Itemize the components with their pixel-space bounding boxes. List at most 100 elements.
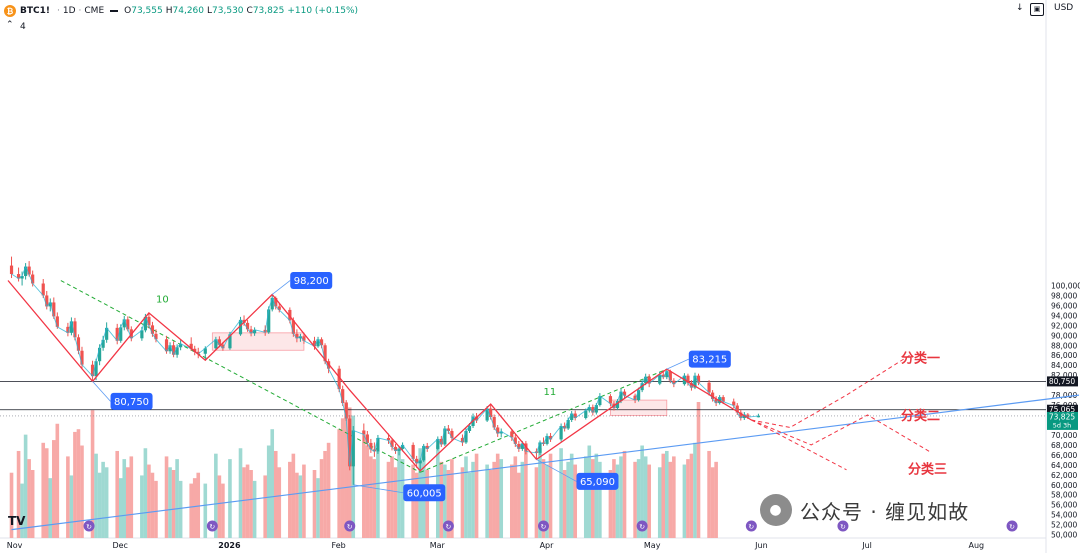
candle-body: [295, 333, 299, 339]
symbol-name[interactable]: BTC1!: [20, 6, 50, 16]
volume-bar: [9, 472, 14, 538]
volume-bar: [661, 453, 666, 538]
event-marker-icon: [83, 520, 95, 532]
candle-body: [400, 444, 405, 449]
volume-bar: [686, 459, 690, 538]
candle-body: [411, 444, 415, 459]
candle-body: [665, 371, 669, 378]
pivot-badge: [576, 472, 619, 490]
volume-bar: [443, 464, 447, 538]
volume-bar: [203, 483, 208, 538]
candle-body: [270, 297, 274, 310]
volume-bar: [129, 456, 134, 538]
candle-body: [584, 410, 588, 419]
pivot-leader: [271, 280, 291, 295]
candle-body: [619, 391, 623, 402]
volume-bar: [221, 483, 225, 538]
volume-bar: [672, 456, 676, 538]
volume-bar: [707, 450, 711, 538]
event-marker-glyph: ↻: [840, 523, 846, 531]
candle-body: [101, 339, 105, 348]
scenario-label: 分类一: [901, 351, 940, 367]
volume-bar: [411, 464, 415, 538]
candle-body: [510, 431, 514, 438]
volume-bar: [171, 470, 176, 538]
high-value: 74,260: [172, 6, 205, 16]
pivot-label: 60,005: [407, 488, 442, 499]
candle-body: [369, 442, 373, 450]
candle-body: [489, 408, 493, 418]
candle-body: [436, 438, 440, 449]
candle-body: [171, 345, 176, 355]
volume-bar: [41, 442, 46, 538]
volume-bar: [249, 470, 253, 538]
x-tick-label: Feb: [332, 541, 346, 550]
candle-body: [393, 446, 398, 451]
wechat-logo-icon: ●: [760, 494, 792, 526]
volume-bar: [665, 450, 669, 538]
candle-body: [267, 309, 271, 333]
x-tick-label: Mar: [430, 541, 446, 550]
volume-bar: [94, 453, 98, 538]
x-tick-label: May: [644, 541, 661, 550]
candle-body: [16, 274, 21, 279]
y-tick-label: 50,000: [1051, 531, 1077, 540]
candle-body: [718, 397, 722, 404]
candle-body: [274, 297, 278, 307]
candle-body: [253, 329, 257, 334]
volume-bar: [125, 467, 130, 538]
volume-bar: [217, 475, 222, 538]
event-marker-icon: [837, 520, 849, 532]
volume-bar: [242, 467, 246, 538]
trend-line: [11, 394, 1080, 531]
price-tag: [1047, 411, 1078, 430]
candle-body: [460, 437, 465, 443]
candle-body: [217, 339, 221, 345]
candle-body: [119, 327, 123, 341]
volume-bar: [509, 464, 514, 538]
volume-bar: [640, 445, 644, 538]
candle-body: [27, 266, 31, 275]
y-tick-label: 56,000: [1051, 501, 1077, 510]
candle-body: [90, 364, 95, 377]
pivot-badge: [688, 350, 731, 368]
y-tick-label: 64,000: [1051, 461, 1077, 470]
event-marker-icon: [344, 520, 356, 532]
y-tick-label: 70,000: [1051, 431, 1077, 440]
volume-bar: [499, 459, 504, 538]
volume-bar: [214, 453, 218, 538]
volume-bar: [569, 453, 574, 538]
volume-bar: [147, 464, 151, 538]
volume-bar: [608, 470, 613, 538]
candle-body: [164, 339, 169, 352]
interval[interactable]: 1D: [62, 6, 76, 16]
y-tick-label: 52,000: [1051, 521, 1077, 530]
event-marker-icon: [537, 520, 549, 532]
volume-bar: [397, 448, 401, 538]
currency-label[interactable]: USD: [1054, 3, 1074, 13]
y-tick-label: 60,000: [1051, 481, 1077, 490]
event-marker-icon: [1006, 520, 1018, 532]
volume-bar: [344, 402, 349, 538]
indicator-count[interactable]: 4: [20, 22, 26, 32]
volume-bar: [291, 453, 296, 538]
volume-bar: [69, 475, 74, 538]
x-tick-label: Jun: [754, 541, 768, 550]
candle-body: [203, 348, 207, 354]
volume-bar: [524, 450, 528, 538]
candle-body: [446, 428, 450, 431]
change-value: +110 (+0.15%): [287, 6, 359, 16]
chevron-up-icon[interactable]: ⌃: [6, 20, 14, 30]
camera-icon[interactable]: ▣: [1030, 3, 1044, 16]
candle-body: [756, 415, 760, 418]
candle-body: [390, 440, 394, 447]
x-tick-label: Nov: [7, 541, 23, 550]
arrow-down-icon[interactable]: ↓: [1016, 3, 1024, 13]
volume-bar: [30, 470, 35, 538]
volume-bar: [612, 459, 616, 538]
volume-bar: [446, 470, 451, 538]
volume-bar: [122, 459, 127, 538]
candle-body: [76, 337, 81, 351]
volume-bar: [273, 450, 278, 538]
